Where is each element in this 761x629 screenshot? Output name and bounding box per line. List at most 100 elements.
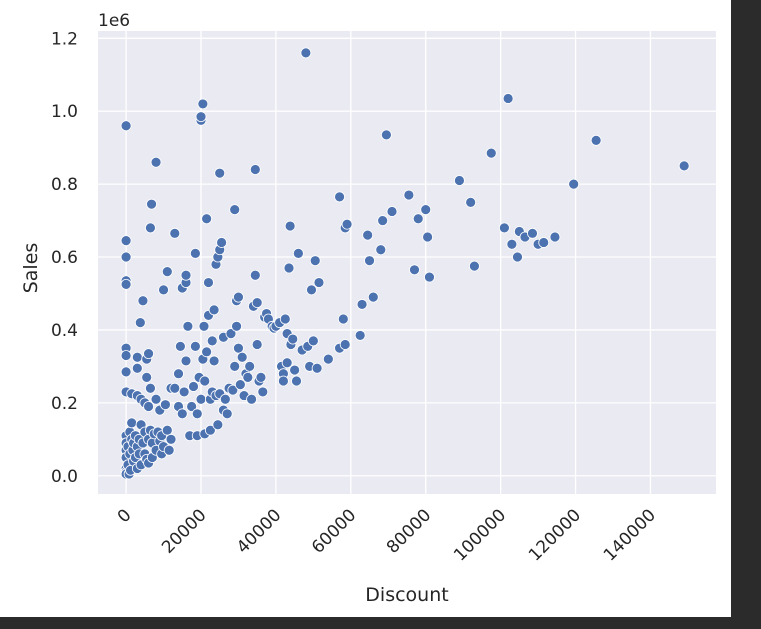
data-point xyxy=(120,366,132,378)
data-point xyxy=(131,351,143,363)
data-point xyxy=(203,277,214,288)
y-axis-offset-label: 1e6 xyxy=(98,11,130,31)
data-point xyxy=(420,204,432,216)
data-point xyxy=(538,237,550,248)
data-point xyxy=(182,320,194,332)
data-point xyxy=(291,375,302,387)
y-tick-label: 0.2 xyxy=(51,394,78,414)
data-point xyxy=(512,251,523,263)
data-point xyxy=(208,304,220,316)
y-tick-label: 0.6 xyxy=(51,248,78,268)
data-point xyxy=(284,220,296,232)
data-point xyxy=(498,222,510,234)
data-point xyxy=(201,213,213,225)
data-point xyxy=(337,313,349,325)
data-point xyxy=(422,231,434,243)
y-tick-label: 0.4 xyxy=(51,321,78,341)
data-point xyxy=(356,299,368,310)
data-point xyxy=(364,255,375,267)
data-point xyxy=(255,371,267,383)
data-point xyxy=(169,227,181,239)
data-point xyxy=(145,222,156,234)
data-point xyxy=(300,47,312,59)
data-point xyxy=(214,167,226,179)
data-point xyxy=(150,156,162,168)
data-point xyxy=(233,342,244,354)
data-point xyxy=(289,364,301,376)
data-point xyxy=(206,335,218,347)
data-point xyxy=(201,346,213,358)
data-point xyxy=(277,375,289,387)
y-tick-label: 0.0 xyxy=(51,467,78,487)
figure-canvas: 0.0 0.2 0.4 0.6 0.8 1.0 1.2 0 20000 40000 60000 80… xyxy=(0,0,731,617)
data-point xyxy=(549,231,561,243)
data-point xyxy=(233,291,244,303)
y-tick-label: 1.2 xyxy=(51,29,78,49)
x-tick-labels: 0 20000 40000 60000 80000 100000 120000 140000 xyxy=(114,505,660,565)
data-point xyxy=(146,198,157,210)
data-point xyxy=(242,371,254,383)
data-point xyxy=(246,393,257,405)
data-points xyxy=(120,47,690,480)
data-point xyxy=(161,266,173,278)
data-point xyxy=(412,213,424,225)
data-point xyxy=(322,353,334,365)
data-point xyxy=(204,424,216,436)
data-point xyxy=(251,339,263,350)
data-point xyxy=(409,264,420,276)
data-point xyxy=(454,175,465,186)
data-point xyxy=(469,260,480,272)
data-point xyxy=(283,262,295,274)
data-point xyxy=(362,229,374,241)
x-tick-label: 80000 xyxy=(383,505,435,557)
data-point xyxy=(506,238,518,250)
data-point xyxy=(281,357,293,369)
data-point xyxy=(173,368,184,380)
x-tick-label: 140000 xyxy=(600,505,660,565)
data-point xyxy=(375,244,387,256)
data-point xyxy=(189,247,201,259)
x-tick-label: 60000 xyxy=(308,505,360,557)
data-point xyxy=(234,379,246,391)
data-point xyxy=(249,269,261,281)
data-point xyxy=(225,328,237,339)
data-point xyxy=(137,295,149,307)
data-point xyxy=(150,393,162,405)
data-point xyxy=(120,251,132,263)
data-point xyxy=(309,255,321,267)
data-point xyxy=(212,419,224,431)
data-point xyxy=(334,191,345,203)
data-point xyxy=(195,393,207,405)
y-tick-label: 1.0 xyxy=(51,102,78,122)
data-point xyxy=(229,361,241,372)
data-point xyxy=(244,361,256,372)
data-point xyxy=(176,408,188,420)
data-point xyxy=(160,399,171,411)
data-point xyxy=(174,340,186,352)
x-tick-label: 120000 xyxy=(525,505,585,565)
x-axis-label: Discount xyxy=(365,584,448,606)
data-point xyxy=(145,382,156,394)
y-tick-label: 0.8 xyxy=(51,175,78,195)
data-point xyxy=(134,317,146,329)
data-point xyxy=(367,291,379,303)
data-point xyxy=(219,393,231,405)
data-point xyxy=(178,386,190,398)
data-point xyxy=(126,417,138,429)
data-point xyxy=(313,277,325,288)
data-point xyxy=(249,164,261,175)
data-point xyxy=(311,362,323,374)
data-point xyxy=(131,362,143,374)
data-point xyxy=(169,382,181,394)
data-point xyxy=(120,120,132,132)
data-point xyxy=(143,401,154,412)
data-point xyxy=(339,339,351,350)
y-axis-label: Sales xyxy=(20,243,42,294)
data-point xyxy=(292,247,304,259)
data-point xyxy=(678,160,690,172)
data-point xyxy=(227,384,239,396)
data-point xyxy=(197,98,209,110)
data-point xyxy=(502,93,514,104)
data-point xyxy=(208,355,220,367)
data-point xyxy=(161,424,173,436)
